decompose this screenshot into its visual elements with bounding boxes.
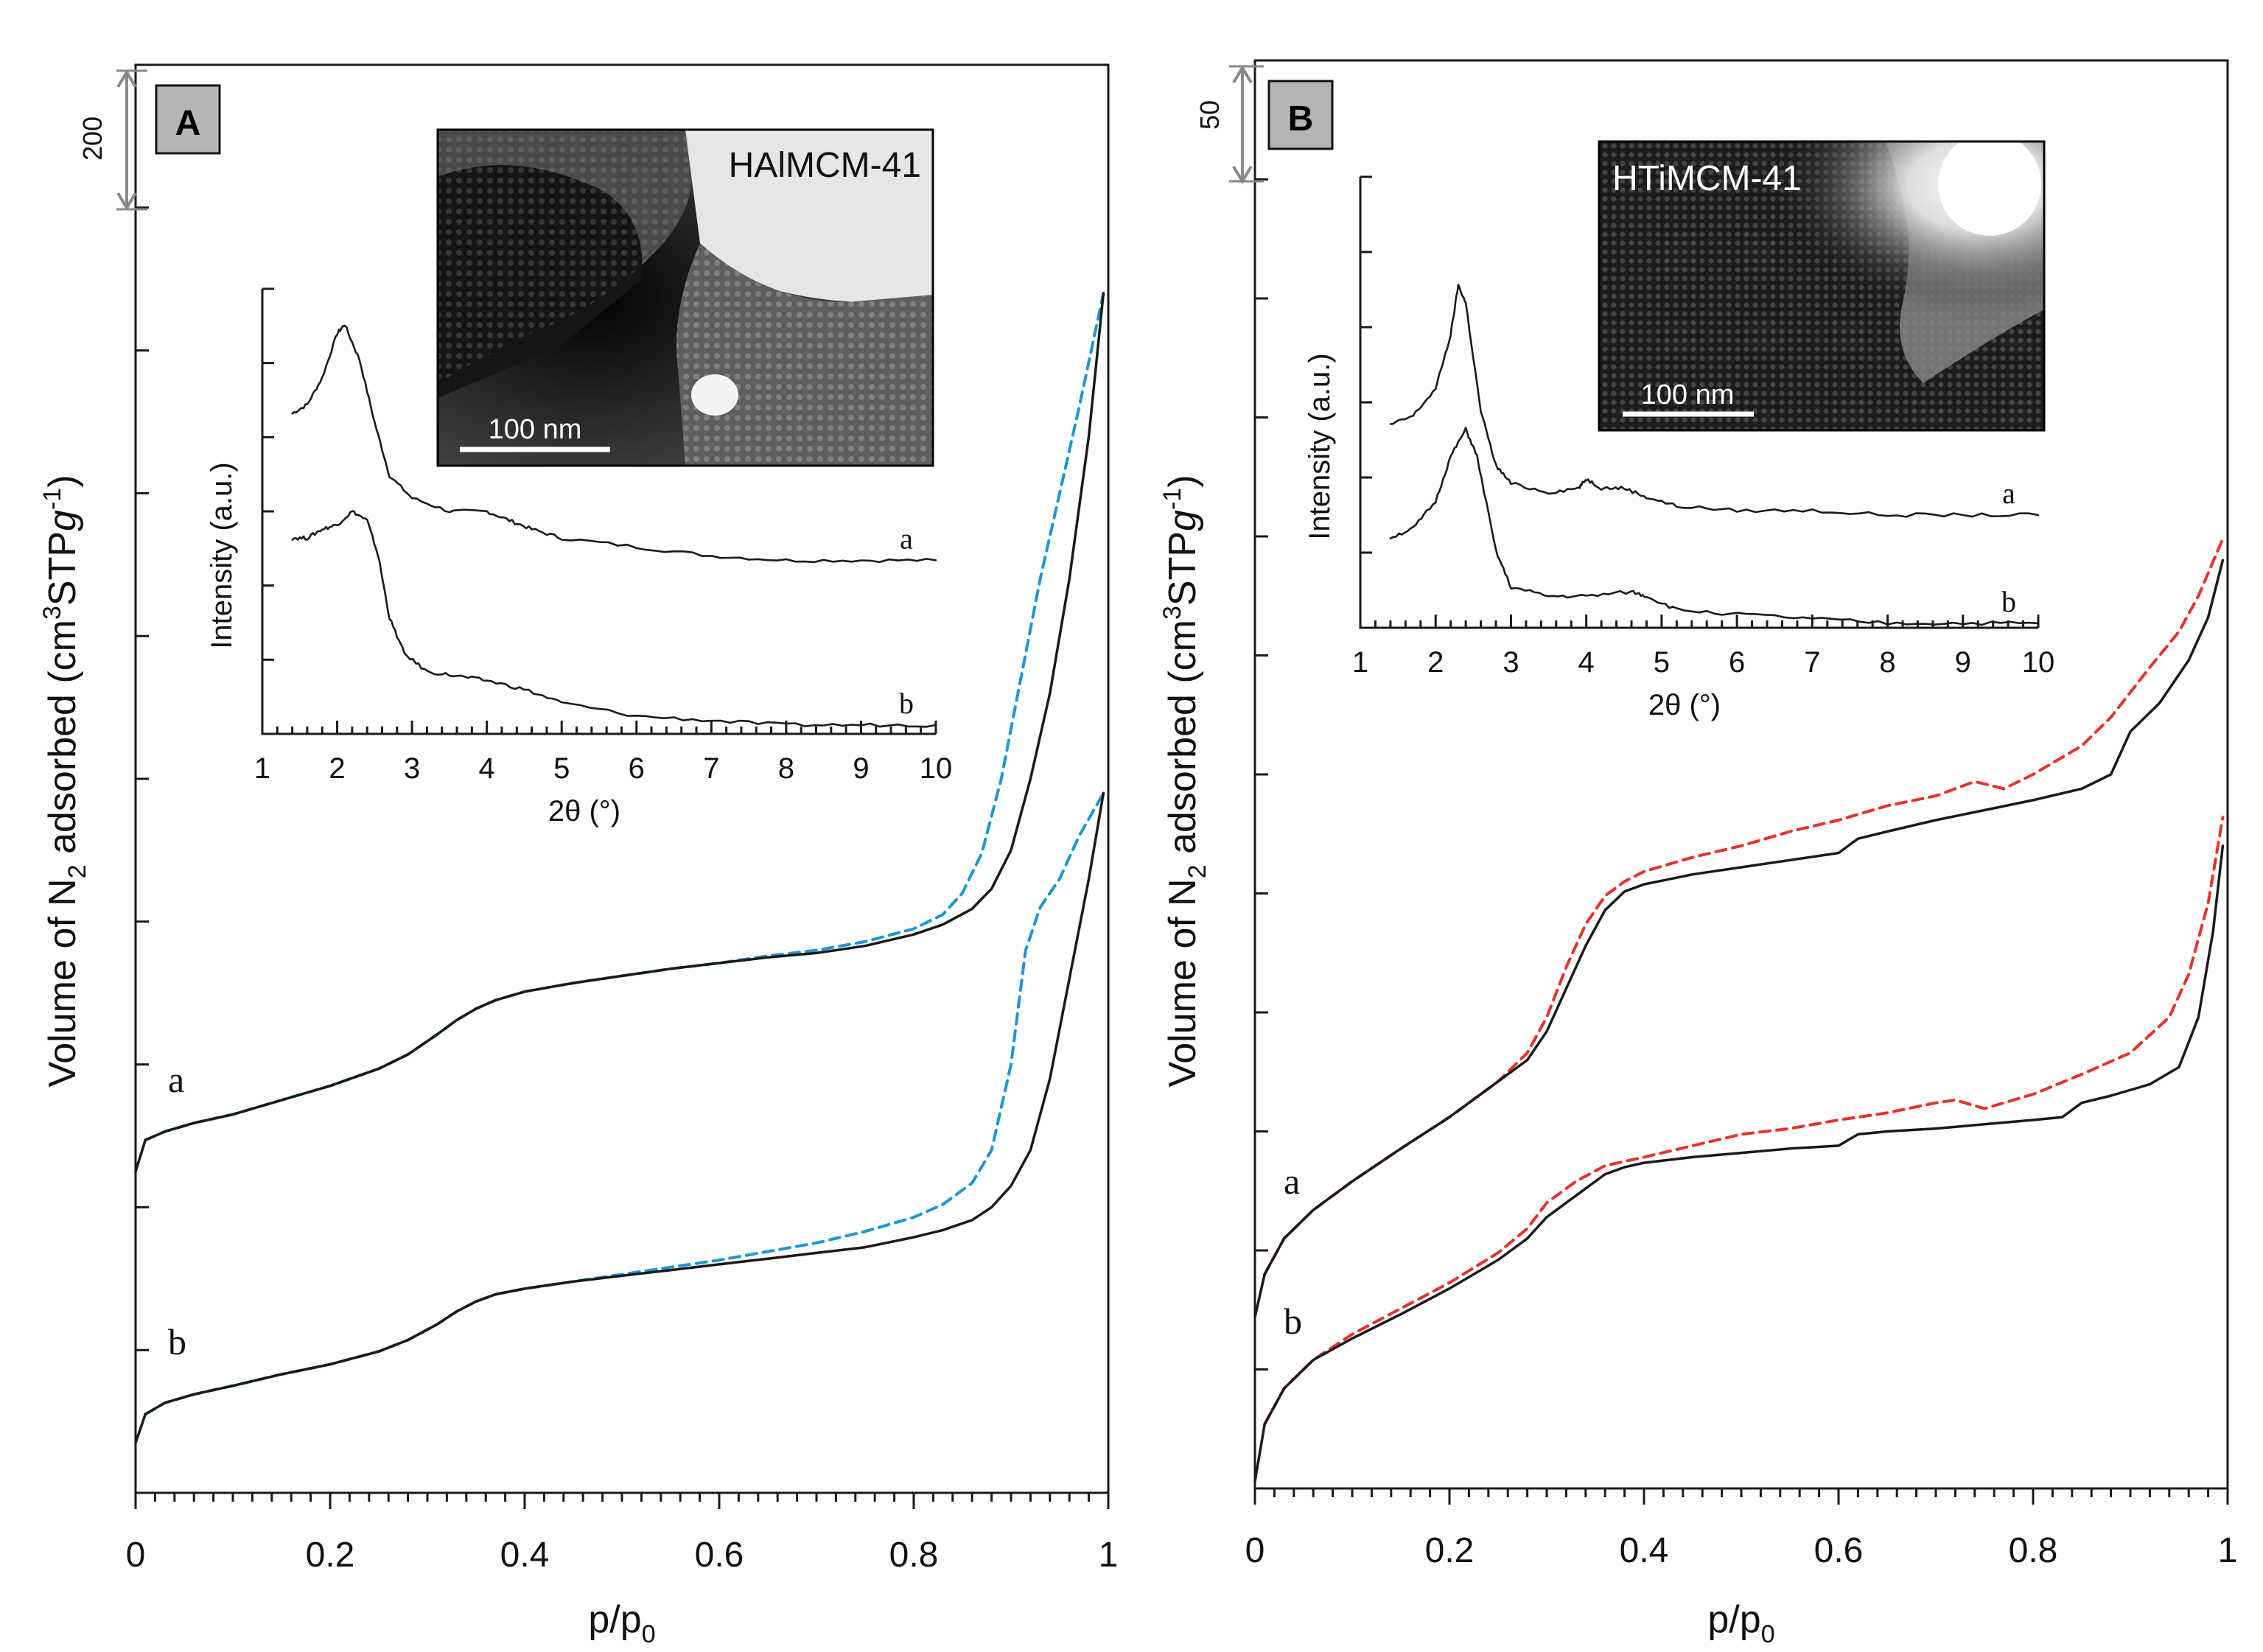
panel-a-xrd-inset: 1 2 3 4 5 6 7 8 9 10 2θ (°) Intensity (a.u.) a b <box>206 287 953 827</box>
panel-b-inset-x-tick-label: 5 <box>1654 646 1670 679</box>
panel-a-inset-pattern-label-b: b <box>899 687 914 720</box>
panel-b-inset-x-tick-label: 4 <box>1578 646 1595 679</box>
panel-b-curve-label-b: b <box>1284 1301 1302 1342</box>
panel-a-tem-micrograph: HAlMCM-41 100 nm <box>436 128 934 467</box>
panel-a-micrograph-scale-label: 100 nm <box>489 414 582 445</box>
panel-a-inset-x-tick-label: 5 <box>553 752 570 785</box>
panel-a-y-axis-label: Volume of N2 adsorbed (cm3STPg-1) <box>38 475 91 1087</box>
panel-a: 0 0.2 0.4 0.6 0.8 1 A 200 Volume of N2 adsorb… <box>38 63 1119 1648</box>
panel-b-adsorption-curve-a <box>1253 559 2225 1319</box>
panel-a-micrograph-title: HAlMCM-41 <box>729 146 921 185</box>
panel-b-inset-x-tick-label: 1 <box>1352 646 1368 679</box>
panel-a-inset-x-tick-label: 3 <box>404 752 420 785</box>
panel-b-x-tick-label: 0.8 <box>2009 1531 2058 1570</box>
panel-b-micrograph-scale-label: 100 nm <box>1641 379 1735 410</box>
panel-b-desorption-curve-b <box>1263 816 2225 1426</box>
panel-b-inset-x-tick-label: 2 <box>1427 646 1444 679</box>
panel-a-inset-x-tick-label: 8 <box>778 752 794 785</box>
panel-b-inset-pattern-a <box>1389 284 2040 518</box>
panel-a-inset-x-tick-label: 1 <box>254 752 270 785</box>
panel-b-inset-x-tick-label: 6 <box>1729 646 1745 679</box>
panel-a-inset-x-tick-label: 4 <box>479 752 495 785</box>
panel-a-curve-label-a: a <box>168 1059 184 1100</box>
panel-a-inset-x-tick-label: 9 <box>853 752 869 785</box>
panel-a-inset-y-axis-label: Intensity (a.u.) <box>206 462 238 648</box>
panel-b-scale-bar-label: 50 <box>1195 100 1225 130</box>
panel-b-inset-x-tick-label: 8 <box>1879 646 1895 679</box>
panel-a-x-axis-label: p/p0 <box>588 1598 655 1648</box>
panel-a-x-tick-label: 0.6 <box>695 1536 744 1575</box>
panel-b-curve-label-a: a <box>1284 1161 1300 1202</box>
panel-b-x-tick-label: 1 <box>2218 1531 2238 1570</box>
panel-b-inset-x-tick-label: 7 <box>1804 646 1820 679</box>
panel-a-inset-pattern-a <box>291 324 937 564</box>
panel-b-isotherms <box>1253 537 2225 1483</box>
panel-a-x-tick-label: 0.2 <box>306 1536 355 1575</box>
panel-b-y-axis-label: Volume of N2 adsorbed (cm3STPg-1) <box>1158 475 1211 1087</box>
panel-b: 0 0.2 0.4 0.6 0.8 1 B 50 Volume of N2 adsorbe… <box>1158 59 2238 1648</box>
panel-b-badge-letter: B <box>1288 99 1314 139</box>
panel-a-inset-pattern-b <box>291 510 937 728</box>
panel-a-x-tick-label: 0.8 <box>889 1536 939 1575</box>
panel-a-x-tick-label: 0.4 <box>500 1536 550 1575</box>
panel-a-scale-bar-label: 200 <box>77 116 108 161</box>
panel-b-adsorption-curve-b <box>1253 844 2225 1483</box>
panel-a-desorption-curve-b <box>144 791 1105 1416</box>
panel-b-tem-micrograph: HTiMCM-41 100 nm <box>1598 133 2046 432</box>
panel-a-adsorption-curve-b <box>134 791 1105 1444</box>
panel-b-x-tick-label: 0 <box>1245 1531 1265 1570</box>
panel-a-scale-bar: 200 <box>77 69 147 211</box>
panel-a-inset-x-tick-label: 10 <box>920 752 953 785</box>
panel-b-micrograph-title: HTiMCM-41 <box>1612 159 1802 198</box>
panel-b-x-axis-label: p/p0 <box>1707 1598 1774 1648</box>
panel-b-x-ticks: 0 0.2 0.4 0.6 0.8 1 <box>1245 1488 2238 1570</box>
panel-b-scale-bar: 50 <box>1195 65 1264 184</box>
panel-b-inset-y-axis-label: Intensity (a.u.) <box>1304 353 1336 539</box>
panel-b-inset-pattern-label-a: a <box>2002 477 2015 510</box>
panel-b-inset-x-tick-label: 3 <box>1503 646 1519 679</box>
panel-b-x-tick-label: 0.6 <box>1814 1531 1864 1570</box>
panel-a-curve-label-b: b <box>168 1321 186 1362</box>
panel-a-inset-x-tick-label: 6 <box>629 752 645 785</box>
panel-b-x-tick-label: 0.4 <box>1620 1531 1669 1570</box>
panel-a-inset-x-tick-label: 2 <box>329 752 345 785</box>
panel-a-y-ticks <box>136 63 149 1494</box>
panel-b-inset-pattern-b <box>1389 427 2040 626</box>
panel-a-x-tick-label: 0 <box>126 1536 146 1575</box>
panel-b-inset-x-tick-label: 9 <box>1955 646 1971 679</box>
panel-b-xrd-inset: 1 2 3 4 5 6 7 8 9 10 2θ (°) Intensity (a.u.) a b <box>1304 175 2055 721</box>
panel-b-inset-x-axis-label: 2θ (°) <box>1648 689 1721 721</box>
panel-a-inset-pattern-label-a: a <box>900 522 913 555</box>
panel-a-badge-letter: A <box>175 104 201 143</box>
panel-b-inset-x-tick-label: 10 <box>2022 646 2055 679</box>
panel-b-badge: B <box>1267 80 1334 150</box>
panel-a-badge: A <box>155 84 221 155</box>
panel-a-adsorption-curve-a <box>134 292 1105 1173</box>
panel-a-inset-x-axis-label: 2θ (°) <box>548 795 620 827</box>
panel-a-x-tick-label: 1 <box>1099 1536 1119 1575</box>
panel-b-y-ticks <box>1255 59 1268 1490</box>
panel-b-inset-pattern-label-b: b <box>2001 585 2016 618</box>
panel-a-isotherms <box>134 292 1105 1444</box>
panel-a-inset-x-tick-label: 7 <box>703 752 719 785</box>
panel-b-x-tick-label: 0.2 <box>1425 1531 1475 1570</box>
panel-a-x-ticks: 0 0.2 0.4 0.6 0.8 1 <box>126 1493 1119 1575</box>
